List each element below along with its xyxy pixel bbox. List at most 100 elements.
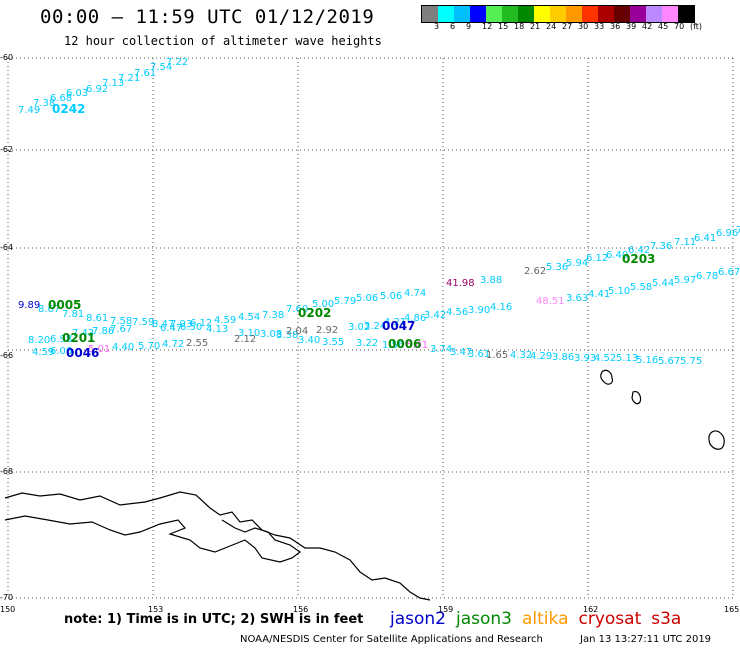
wave-height-label: 5.06	[380, 291, 402, 302]
lat-tick-label: -70	[0, 593, 13, 602]
wave-height-label: 3.42	[424, 310, 446, 321]
wave-height-label: 4.59	[214, 315, 236, 326]
island-1	[600, 369, 613, 385]
wave-height-label: 7.21	[118, 73, 140, 84]
colorbar-tick-label: 21	[530, 22, 541, 31]
wave-height-label: 3.40	[298, 335, 320, 346]
colorbar-swatch	[534, 6, 550, 22]
wave-height-label: 3.63	[566, 293, 588, 304]
wave-height-label: 3.22	[356, 338, 378, 349]
wave-height-labels: 7.497.386.686.036.927.137.217.617.547.22…	[18, 57, 740, 367]
lat-tick-label: -68	[0, 467, 13, 476]
colorbar-swatch	[502, 6, 518, 22]
chart-subtitle: 12 hour collection of altimeter wave hei…	[64, 34, 382, 48]
lon-tick-label: 162	[583, 605, 598, 614]
wave-height-label: 5.97	[674, 275, 696, 286]
wave-height-label: 6.03	[66, 88, 88, 99]
wave-height-label: 5.06	[356, 293, 378, 304]
colorbar-swatch	[614, 6, 630, 22]
track-time-label: 0242	[52, 102, 85, 116]
track-time-label: 0047	[382, 319, 415, 333]
track-time-label: 0005	[48, 298, 81, 312]
wave-height-label: 3.74	[430, 344, 452, 355]
colorbar-swatch	[582, 6, 598, 22]
track-time-label: 0202	[298, 306, 331, 320]
lat-tick-label: -60	[0, 53, 13, 62]
wave-height-label: 1.56	[382, 340, 404, 351]
lat-tick-label: -66	[0, 351, 13, 360]
wave-height-label: 4.72	[162, 339, 184, 350]
colorbar-swatch	[566, 6, 582, 22]
wave-height-label: 6.96	[716, 228, 738, 239]
chart-title: 00:00 – 11:59 UTC 01/12/2019	[40, 6, 375, 28]
wave-height-label: 7.86	[92, 326, 114, 337]
wave-height-label: 8.61	[86, 313, 108, 324]
satellite-legend-altika: altika	[522, 609, 569, 629]
wave-height-label: 5.36	[546, 262, 568, 273]
wave-height-label: 5.79	[334, 296, 356, 307]
wave-height-label: 5.00	[312, 299, 334, 310]
colorbar-swatch	[438, 6, 454, 22]
island-2	[631, 391, 642, 405]
wave-height-label: 3.24	[364, 321, 386, 332]
wave-height-label: 7.67	[110, 324, 132, 335]
footer-note: note: 1) Time is in UTC; 2) SWH is in fe…	[64, 612, 364, 627]
colorbar-swatch	[422, 6, 438, 22]
satellite-legend: jason2 jason3 altika cryosat s3a	[390, 609, 691, 629]
colorbar-swatch	[646, 6, 662, 22]
wave-height-label: 3.08	[260, 329, 282, 340]
wave-height-label: 3.61	[468, 349, 490, 360]
colorbar-tick-label: 18	[514, 22, 525, 31]
wave-height-label: 7.49	[18, 105, 40, 116]
wave-height-label: 3.02	[348, 322, 370, 333]
island-3	[708, 430, 725, 450]
wave-height-label: 3.10	[238, 328, 260, 339]
wave-height-label: 4.41	[588, 289, 610, 300]
wave-height-label: 2.92	[316, 325, 338, 336]
wave-height-label: 6.92	[86, 84, 108, 95]
colorbar-swatch	[598, 6, 614, 22]
colorbar-legend	[421, 5, 695, 23]
satellite-legend-cryosat: cryosat	[578, 609, 642, 629]
wave-height-label: 8.47	[152, 319, 174, 330]
wave-height-label: 6.98	[50, 334, 72, 345]
wave-height-label: 5.01	[406, 340, 428, 351]
satellite-legend-jason3: jason3	[456, 609, 512, 629]
wave-height-label: 6.42	[628, 245, 650, 256]
colorbar-swatch	[662, 6, 678, 22]
colorbar-tick-label: (ft)	[690, 22, 703, 31]
antarctic-coastline	[4, 491, 431, 601]
wave-height-label: 4.54	[238, 312, 260, 323]
colorbar-tick-label: 70	[674, 22, 685, 31]
track-time-label: 0201	[62, 331, 95, 345]
wave-height-label: 3.90	[468, 305, 490, 316]
colorbar-tick-label: 9	[466, 22, 472, 31]
wave-height-label: 2.62	[524, 266, 546, 277]
colorbar-swatch	[470, 6, 486, 22]
wave-height-label: 5.01	[88, 344, 110, 355]
lat-tick-label: -64	[0, 243, 13, 252]
wave-height-label: 1.65	[486, 350, 508, 361]
coastline	[4, 369, 725, 601]
wave-height-label: 6.50	[180, 322, 202, 333]
track-time-label: 0046	[66, 346, 99, 360]
wave-height-label: 7.38	[736, 225, 740, 236]
wave-height-label: 6.68	[50, 93, 72, 104]
colorbar-tick-label: 15	[498, 22, 509, 31]
lon-tick-label: 150	[0, 605, 15, 614]
wave-height-label: 8.67	[38, 304, 60, 315]
wave-height-label: 7.81	[62, 309, 84, 320]
wave-height-label: 7.54	[150, 62, 172, 73]
wave-height-label: 7.58	[110, 316, 132, 327]
wave-height-label: 4.29	[530, 351, 552, 362]
wave-height-label: 7.93	[170, 319, 192, 330]
wave-height-label: 4.40	[112, 342, 134, 353]
wave-height-label: 4.52	[594, 353, 616, 364]
lat-tick-label: -62	[0, 145, 13, 154]
wave-height-label: 6.06	[50, 346, 72, 357]
wave-height-label: 5.16	[636, 355, 658, 366]
graticule	[7, 57, 734, 599]
lon-tick-label: 165	[724, 605, 739, 614]
wave-height-label: 3.93	[574, 353, 596, 364]
